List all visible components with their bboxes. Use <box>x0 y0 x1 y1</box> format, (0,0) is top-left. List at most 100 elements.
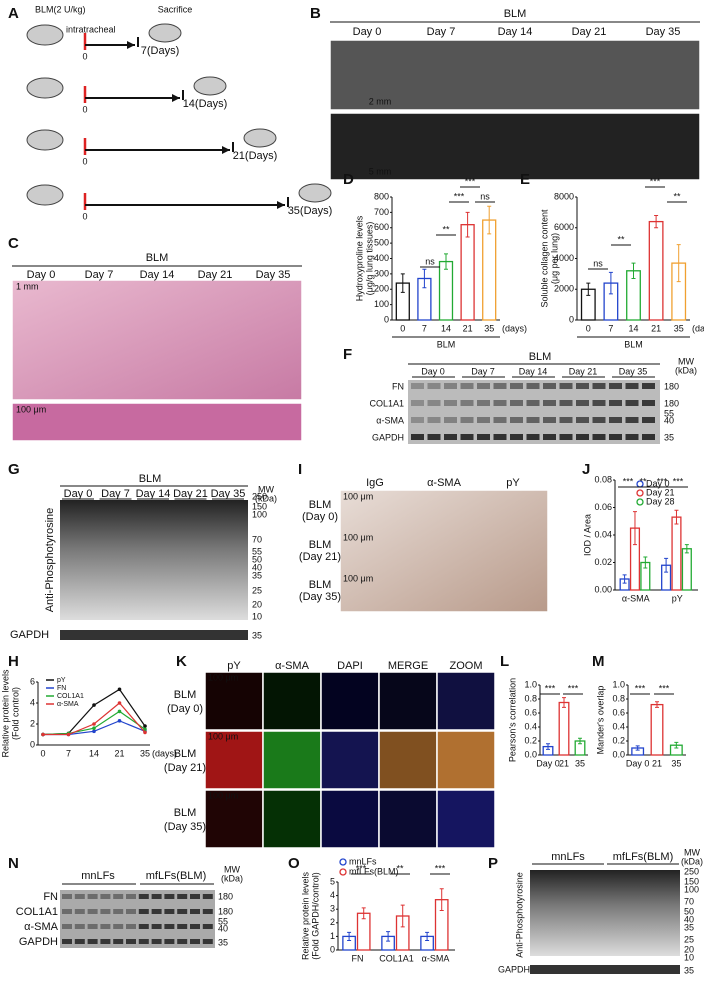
x-axis-label: (days) <box>692 323 704 333</box>
row-label: BLM <box>309 499 332 511</box>
band <box>100 909 111 914</box>
column-label: α-SMA <box>427 477 462 489</box>
band <box>190 909 200 914</box>
point <box>117 719 122 723</box>
mw-marker: 35 <box>218 937 228 947</box>
band <box>113 939 124 944</box>
band <box>543 434 556 440</box>
bar <box>681 548 692 591</box>
significance-label: *** <box>657 476 668 486</box>
y-tick-label: 0.6 <box>612 707 625 717</box>
x-tick-label: Day 0 <box>536 758 560 768</box>
panel-letter: C <box>8 235 19 252</box>
mouse-icon <box>193 76 227 96</box>
y-axis-label: Relative protein levels <box>0 669 10 758</box>
x-tick-label: 21 <box>652 758 662 768</box>
row-label: (Day 35) <box>299 591 341 603</box>
point <box>41 732 45 737</box>
histology-images <box>11 279 303 442</box>
legend-marker <box>636 498 644 506</box>
mw-marker: 150 <box>684 876 699 886</box>
band <box>444 400 457 406</box>
y-tick-label: 0.00 <box>594 584 612 594</box>
error-bar <box>361 907 366 920</box>
error-bar <box>608 271 613 295</box>
x-tick-label: 21 <box>651 323 661 333</box>
y-tick-label: 0 <box>384 314 389 324</box>
mw-label: (kDa) <box>675 365 697 375</box>
x-tick-label: α-SMA <box>422 953 450 963</box>
band <box>477 417 490 423</box>
band <box>559 400 573 406</box>
band <box>177 939 188 944</box>
band <box>190 939 200 944</box>
error-bar <box>444 253 448 270</box>
group-label: BLM <box>437 339 456 349</box>
mw-marker: 250 <box>252 491 267 501</box>
error-bar <box>562 697 566 708</box>
y-tick-label: 1.0 <box>524 679 537 689</box>
band <box>559 434 573 440</box>
y-tick-label: 0.0 <box>524 749 537 759</box>
point <box>92 729 96 734</box>
row-label: BLM <box>309 539 332 551</box>
x-tick-label: pY <box>672 593 683 603</box>
scale-label: 5 mm <box>369 166 392 176</box>
column-label: MERGE <box>388 660 428 672</box>
day-label: Day 7 <box>85 269 114 281</box>
band <box>164 924 175 929</box>
band <box>62 909 72 914</box>
drug-label: BLM(2 U/kg) <box>35 4 86 14</box>
x-tick-label: 14 <box>89 748 99 758</box>
band <box>87 894 98 899</box>
y-tick-label: 0.8 <box>612 693 625 703</box>
mw-marker: 40 <box>684 914 694 924</box>
band <box>164 909 175 914</box>
mw-marker: 55 <box>252 546 262 556</box>
significance-label: *** <box>545 683 556 693</box>
day-label: Day 21 <box>572 26 607 38</box>
mw-marker: 180 <box>218 891 233 901</box>
row-label: COL1A1 <box>16 906 58 918</box>
band <box>543 383 556 389</box>
y-axis-label: Relative protein levels <box>300 871 310 960</box>
mw-marker: 35 <box>684 922 694 932</box>
band <box>74 939 85 944</box>
mw-marker: 50 <box>684 906 694 916</box>
panel-letter: K <box>176 653 187 670</box>
panel-letter: B <box>310 5 321 22</box>
mw-marker: 100 <box>252 509 267 519</box>
x-tick-label: 0 <box>400 323 405 333</box>
mw-label: MW <box>678 356 694 366</box>
band <box>411 434 424 440</box>
band <box>177 894 188 899</box>
band <box>576 417 589 423</box>
row-label: BLM <box>174 748 197 760</box>
error-bar <box>684 544 689 554</box>
significance-label: *** <box>356 863 367 873</box>
row-label: α-SMA <box>24 921 59 933</box>
mw-marker: 40 <box>664 415 674 425</box>
band <box>510 434 523 440</box>
band <box>559 417 573 423</box>
day-label: Day 7 <box>471 366 495 376</box>
x-tick-label: COL1A1 <box>379 953 414 963</box>
x-tick-label: 7 <box>66 748 71 758</box>
band <box>74 894 85 899</box>
band <box>87 924 98 929</box>
band <box>642 417 655 423</box>
band <box>625 383 639 389</box>
start-label: 0 <box>82 104 87 114</box>
y-tick-label: 3 <box>330 904 335 914</box>
band <box>113 924 124 929</box>
row-label: FN <box>43 891 58 903</box>
mw-marker: 25 <box>252 585 262 595</box>
mw-marker: 55 <box>218 916 228 926</box>
header: BLM <box>146 252 169 264</box>
ihc-images <box>339 489 549 613</box>
mouse-icon <box>298 183 332 203</box>
legend-label: COL1A1 <box>57 693 84 700</box>
column-label: DAPI <box>337 660 363 672</box>
scale-label: 1 mm <box>16 281 39 291</box>
